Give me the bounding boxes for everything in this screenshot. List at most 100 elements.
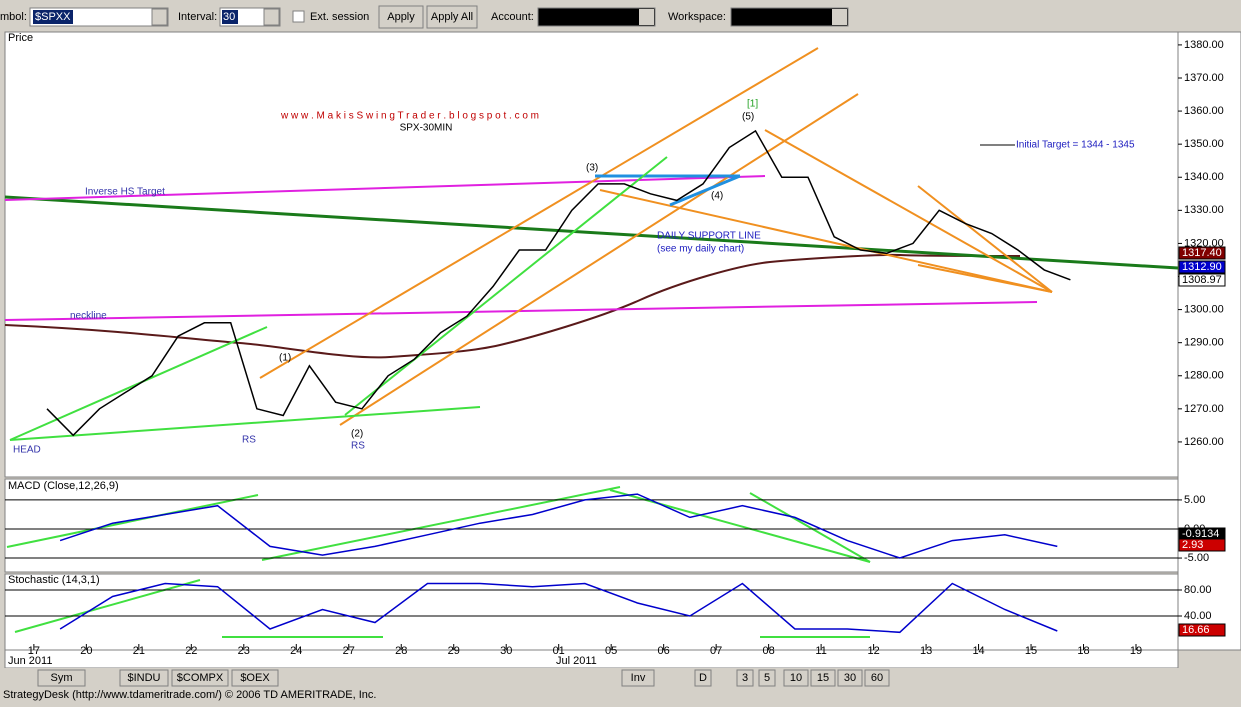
tab[interactable] xyxy=(758,669,776,687)
x-tick-label: 11 xyxy=(815,645,826,657)
tab[interactable] xyxy=(864,669,890,687)
panel-title: Stochastic (14,3,1) xyxy=(8,574,100,586)
workspace-label: Workspace: xyxy=(668,11,726,23)
tab[interactable] xyxy=(37,669,86,687)
dropdown-arrow[interactable] xyxy=(151,8,168,26)
last-value-box xyxy=(1178,623,1226,637)
tab[interactable] xyxy=(171,669,229,687)
last-value: 16.66 xyxy=(1182,624,1210,636)
interval-highlight xyxy=(222,10,238,24)
trendlines xyxy=(4,47,1179,638)
annotation: (1) xyxy=(279,353,291,364)
account-box[interactable] xyxy=(537,7,656,27)
trendline xyxy=(261,486,621,561)
x-tick-label: 08 xyxy=(763,645,775,657)
status-text: StrategyDesk (http://www.tdameritrade.co… xyxy=(3,689,376,701)
month-label: Jun 2011 xyxy=(8,655,52,667)
x-tick-label: 23 xyxy=(238,645,250,657)
trendline xyxy=(259,47,819,379)
x-tick-label: 29 xyxy=(448,645,460,657)
trendline xyxy=(4,195,1179,270)
annotation: (5) xyxy=(742,112,754,123)
trendline xyxy=(9,406,481,441)
last-value: -0.9134 xyxy=(1182,528,1219,540)
x-tick-label: 06 xyxy=(658,645,670,657)
tab-label: D xyxy=(699,672,707,684)
x-tick-label: 20 xyxy=(80,645,92,657)
last-value: 2.93 xyxy=(1182,539,1203,551)
x-tick-label: 01 xyxy=(553,645,565,657)
y-tick-label: 1330.00 xyxy=(1184,204,1224,216)
tab[interactable] xyxy=(621,669,655,687)
annotation: HEAD xyxy=(13,445,41,456)
x-tick-label: 17 xyxy=(28,645,40,657)
last-value: 1308.97 xyxy=(1182,274,1222,286)
tab[interactable] xyxy=(694,669,712,687)
apply-all-text: Apply All xyxy=(431,11,473,23)
trendline xyxy=(14,579,201,633)
apply-text: Apply xyxy=(387,11,415,23)
trendline xyxy=(4,301,1038,321)
tab[interactable] xyxy=(231,669,279,687)
x-tick-label: 22 xyxy=(185,645,197,657)
checkbox[interactable] xyxy=(292,10,305,23)
tab[interactable] xyxy=(783,669,809,687)
trendline xyxy=(917,264,1053,293)
dropdown-arrow[interactable] xyxy=(263,8,280,26)
tab[interactable] xyxy=(810,669,836,687)
account-label: Account: xyxy=(491,11,534,23)
tab-label: 15 xyxy=(817,672,829,684)
trendline xyxy=(599,189,1053,293)
annotations: w w w . M a k i s S w i n g T r a d e r … xyxy=(13,99,1135,456)
y-tick-label: 5.00 xyxy=(1184,494,1205,506)
y-tick-label: 1340.00 xyxy=(1184,171,1224,183)
y-tick-label: 1290.00 xyxy=(1184,337,1224,349)
apply-button[interactable] xyxy=(378,5,424,29)
macd-panel xyxy=(4,478,1179,573)
tab-label: 3 xyxy=(742,672,748,684)
workspace-box[interactable] xyxy=(730,7,849,27)
annotation: RS xyxy=(242,435,256,446)
x-tick-label: 24 xyxy=(290,645,302,657)
price-panel xyxy=(4,31,1179,478)
last-value-box xyxy=(1178,273,1226,287)
y-tick-label: 1350.00 xyxy=(1184,138,1224,150)
tab[interactable] xyxy=(119,669,169,687)
x-tick-label: 15 xyxy=(1025,645,1037,657)
x-tick-label: 05 xyxy=(605,645,617,657)
toolbar: mbol: $SPXX Interval: 30 Ext. session Ap… xyxy=(0,5,849,29)
dropdown-arrow[interactable] xyxy=(639,9,654,25)
interval-value: 30 xyxy=(223,11,235,23)
apply-all-button[interactable] xyxy=(426,5,478,29)
x-tick-label: 07 xyxy=(710,645,722,657)
trendline xyxy=(344,156,668,416)
trendline xyxy=(669,174,741,207)
x-tick-label: 13 xyxy=(920,645,932,657)
annotation: [1] xyxy=(747,99,758,110)
tab-bar xyxy=(0,668,1241,688)
tab[interactable] xyxy=(736,669,754,687)
panel-title: MACD (Close,12,26,9) xyxy=(8,480,119,492)
x-tick-label: 19 xyxy=(1130,645,1142,657)
annotation: (see my daily chart) xyxy=(657,244,744,255)
last-value: 1312.90 xyxy=(1182,261,1222,273)
trendline xyxy=(609,489,871,563)
panel-title: Price xyxy=(8,32,33,44)
symbol-label: mbol: xyxy=(0,11,27,23)
dropdown-arrow[interactable] xyxy=(832,9,847,25)
x-tick-label: 27 xyxy=(343,645,355,657)
tab-label: 30 xyxy=(844,672,856,684)
annotation: neckline xyxy=(70,311,107,322)
last-value-box xyxy=(1178,538,1226,552)
last-value: 1317.40 xyxy=(1182,247,1222,259)
x-tick-label: 30 xyxy=(500,645,512,657)
annotation: (2) xyxy=(351,429,363,440)
trendline xyxy=(749,492,871,563)
annotation: DAILY SUPPORT LINE xyxy=(657,231,761,242)
tab[interactable] xyxy=(837,669,863,687)
trendline xyxy=(339,93,859,426)
annotation: w w w . M a k i s S w i n g T r a d e r … xyxy=(280,111,539,122)
tab-label: $OEX xyxy=(240,672,270,684)
y-tick-label: 80.00 xyxy=(1184,584,1212,596)
